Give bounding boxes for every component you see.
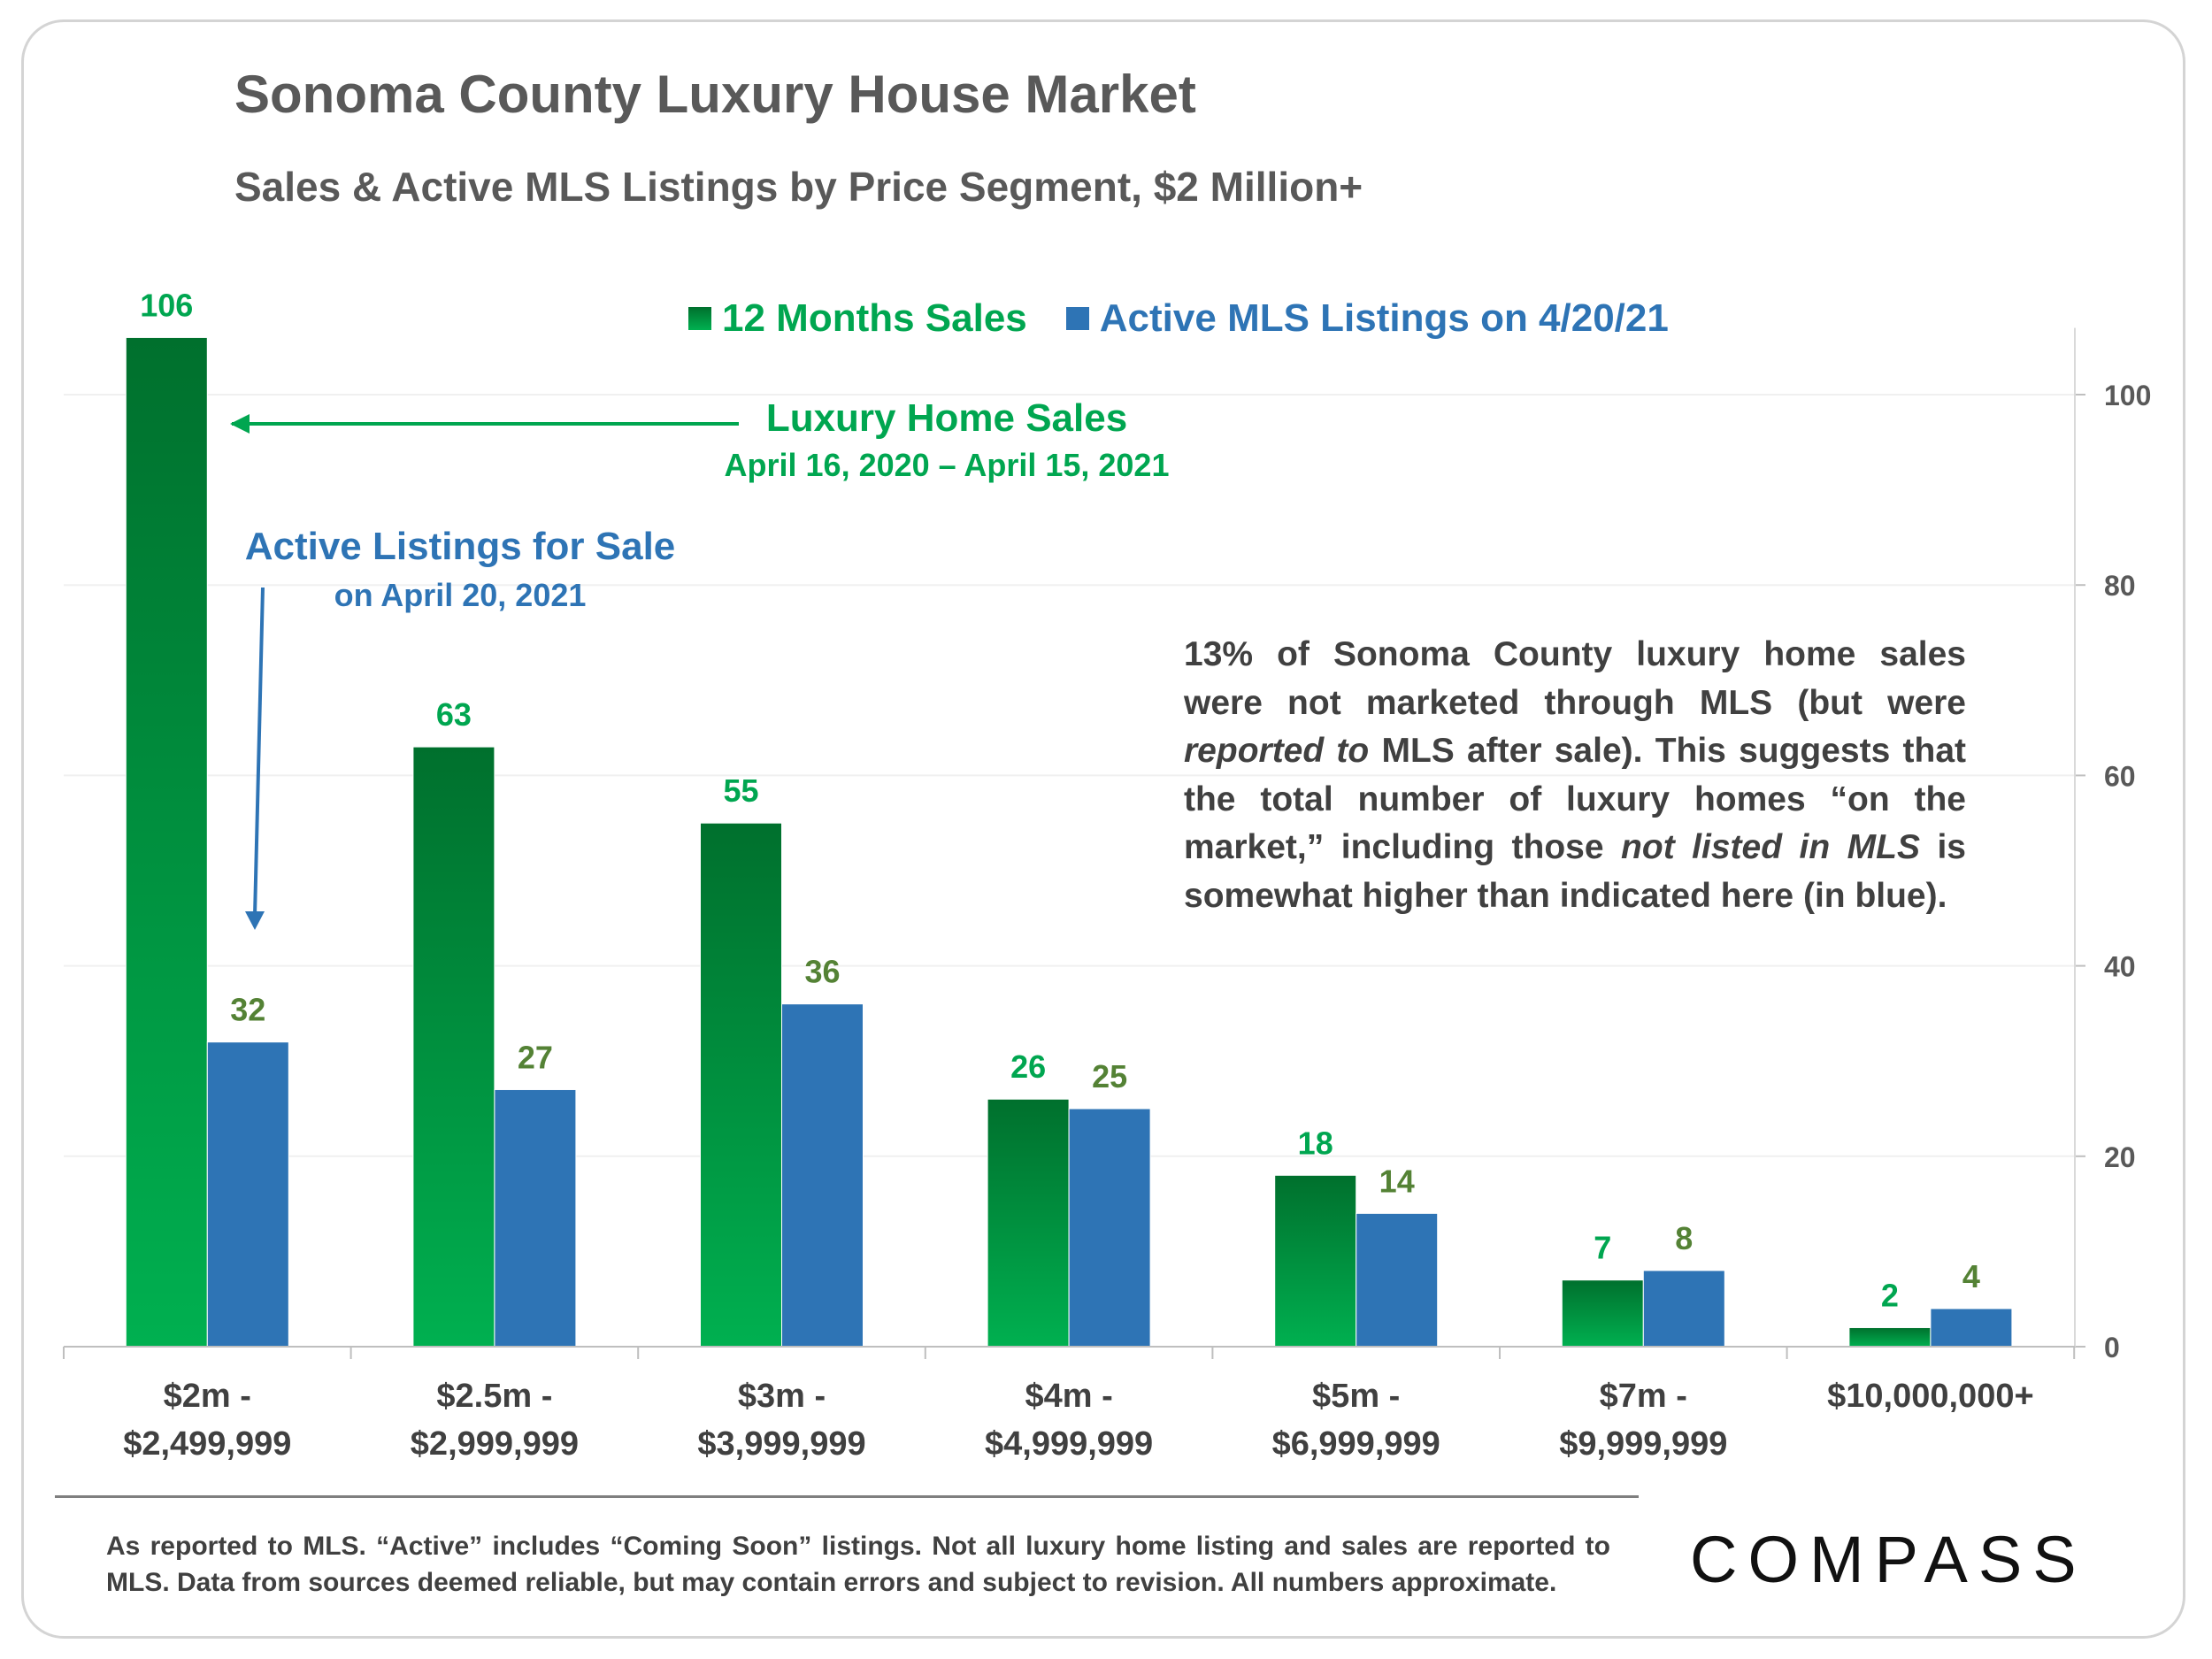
note-emphasis-1: reported to xyxy=(1184,732,1370,770)
y-axis-tick-label: 0 xyxy=(2104,1332,2120,1363)
data-label-sales: 55 xyxy=(723,772,758,809)
sales-annotation-title: Luxury Home Sales xyxy=(765,396,1128,440)
chart-frame xyxy=(21,19,2185,1639)
x-axis-category-label: $3,999,999 xyxy=(697,1425,865,1463)
bar-active xyxy=(1068,1108,1151,1348)
data-label-active: 27 xyxy=(518,1039,553,1075)
bar-active xyxy=(1356,1212,1439,1348)
bar-sales xyxy=(1274,1174,1357,1348)
data-label-active: 8 xyxy=(1675,1220,1693,1256)
x-axis-category-label: $3m - xyxy=(738,1378,826,1415)
bar-sales xyxy=(987,1098,1070,1348)
bar-sales xyxy=(412,746,495,1348)
data-label-sales: 7 xyxy=(1594,1230,1611,1266)
legend-label-sales: 12 Months Sales xyxy=(722,296,1027,340)
footnote: As reported to MLS. “Active” includes “C… xyxy=(106,1532,1610,1597)
bar-active xyxy=(494,1088,577,1348)
x-axis-category-label: $9,999,999 xyxy=(1559,1425,1727,1463)
mls-note: 13% of Sonoma County luxury home sales w… xyxy=(1184,631,1966,920)
y-axis-tick-label: 60 xyxy=(2104,760,2136,792)
data-label-sales: 26 xyxy=(1010,1048,1046,1085)
legend-item-active: Active MLS Listings on 4/20/21 xyxy=(1065,296,1669,341)
chart-legend: 12 Months Sales Active MLS Listings on 4… xyxy=(688,294,1708,343)
bar-sales xyxy=(700,822,782,1348)
data-label-active: 25 xyxy=(1092,1058,1127,1094)
bar-active xyxy=(206,1041,289,1348)
bar-sales xyxy=(1561,1279,1644,1348)
legend-item-sales: 12 Months Sales xyxy=(688,296,1027,341)
data-label-active: 36 xyxy=(804,954,840,990)
y-axis-tick-label: 80 xyxy=(2104,570,2136,602)
data-label-active: 4 xyxy=(1962,1258,1980,1294)
x-axis-category-label: $2.5m - xyxy=(436,1378,552,1415)
bar-sales xyxy=(125,336,208,1348)
active-annotation-arrow xyxy=(253,587,265,917)
x-axis-category-label: $2,999,999 xyxy=(411,1425,579,1463)
bar-active xyxy=(1642,1270,1725,1348)
x-axis-category-label: $2,499,999 xyxy=(123,1425,291,1463)
chart-title: Sonoma County Luxury House Market xyxy=(234,65,1196,124)
footer-divider xyxy=(55,1495,1639,1498)
data-label-active: 14 xyxy=(1379,1163,1415,1199)
note-text-2: MLS after sale). This suggests that the … xyxy=(1184,732,1967,866)
data-label-sales: 2 xyxy=(1881,1277,1899,1313)
sales-annotation-dates: April 16, 2020 – April 15, 2021 xyxy=(724,447,1170,483)
chart-subtitle: Sales & Active MLS Listings by Price Seg… xyxy=(234,164,1363,210)
legend-swatch-sales xyxy=(688,307,711,330)
x-axis-category-label: $6,999,999 xyxy=(1272,1425,1440,1463)
x-axis-category-label: $4m - xyxy=(1025,1378,1112,1415)
data-label-sales: 63 xyxy=(436,696,472,733)
data-label-sales: 18 xyxy=(1298,1125,1333,1161)
sales-annotation-arrowhead xyxy=(230,414,250,434)
active-annotation-title: Active Listings for Sale xyxy=(244,525,676,568)
active-annotation-date: on April 20, 2021 xyxy=(334,577,587,613)
compass-logo: COMPASS xyxy=(1690,1523,2087,1596)
x-axis-category-label: $4,999,999 xyxy=(985,1425,1153,1463)
legend-swatch-active xyxy=(1065,307,1089,330)
y-axis-tick-label: 40 xyxy=(2104,951,2136,983)
data-label-active: 32 xyxy=(230,992,265,1028)
x-axis-category-label: $2m - xyxy=(164,1378,251,1415)
legend-label-active: Active MLS Listings on 4/20/21 xyxy=(1099,296,1669,340)
note-text-3: is somewhat higher than indicated here (… xyxy=(1184,828,1966,915)
y-axis-tick-label: 20 xyxy=(2104,1141,2136,1173)
x-axis-category-label: $10,000,000+ xyxy=(1827,1378,2034,1415)
note-text-1: 13% of Sonoma County luxury home sales w… xyxy=(1184,635,1966,722)
data-label-sales: 106 xyxy=(140,287,193,323)
bar-active xyxy=(781,1003,864,1348)
x-axis-category-label: $5m - xyxy=(1312,1378,1400,1415)
bar-active xyxy=(1930,1308,2013,1348)
note-emphasis-2: not listed in MLS xyxy=(1621,828,1920,866)
active-annotation-arrowhead xyxy=(245,911,265,930)
y-axis-tick-label: 100 xyxy=(2104,380,2151,411)
x-axis-category-label: $7m - xyxy=(1600,1378,1687,1415)
bar-sales xyxy=(1848,1326,1932,1348)
